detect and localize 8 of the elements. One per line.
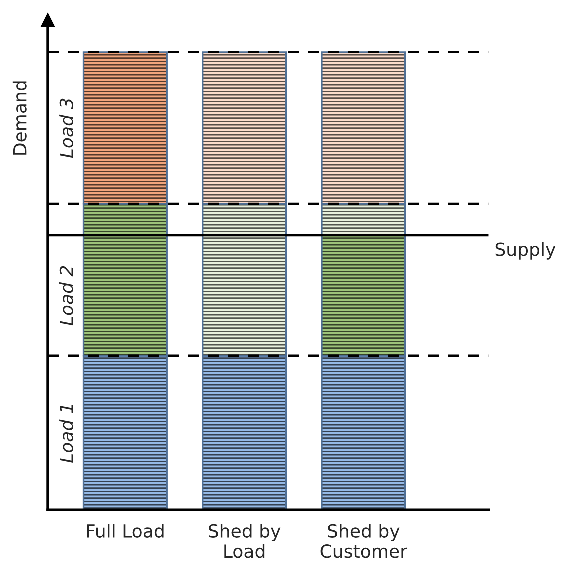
text: Load 1 — [60, 405, 74, 463]
text: Load 3 — [60, 98, 74, 158]
x-tick-label: Full Load — [87, 524, 164, 538]
x-tick-label: Shed by Load — [209, 524, 281, 558]
x-tick-label: Shed by Customer — [320, 524, 408, 558]
text: Load 2 — [60, 266, 74, 326]
ref-line-label: Supply — [496, 242, 556, 260]
y-axis-title: Demand — [12, 82, 27, 155]
